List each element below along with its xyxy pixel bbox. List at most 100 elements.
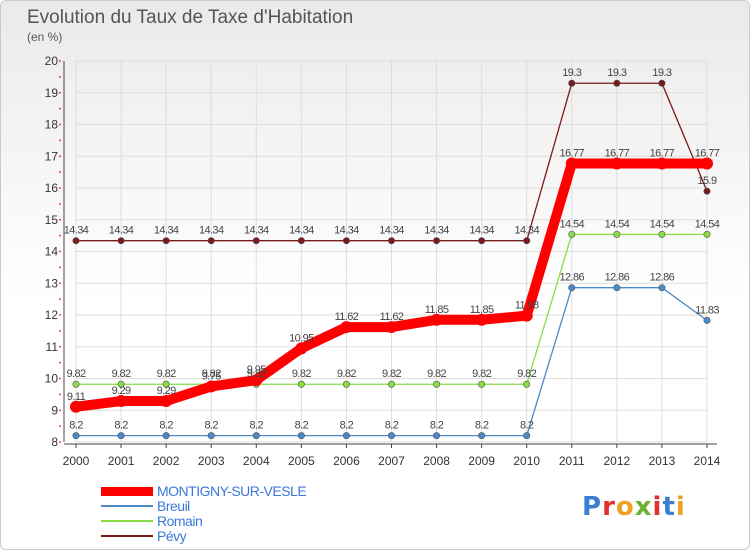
data-label: 11.85: [425, 304, 449, 316]
data-point: [701, 157, 713, 170]
y-minor-tick: [59, 393, 61, 396]
legend-label: MONTIGNY-SUR-VESLE: [157, 483, 307, 499]
data-point: [387, 380, 395, 388]
data-label: 9.82: [292, 368, 311, 380]
data-label: 16.77: [650, 148, 675, 160]
data-label: 14.34: [64, 225, 89, 237]
data-label: 8.2: [250, 420, 264, 432]
data-point: [250, 374, 263, 387]
data-label: 12.86: [605, 272, 630, 284]
data-label: 11.85: [470, 304, 494, 316]
data-label: 14.34: [379, 225, 404, 237]
data-label: 14.34: [469, 225, 494, 237]
data-label: 9.82: [66, 368, 85, 380]
data-point: [117, 237, 125, 245]
data-label: 14.34: [514, 225, 539, 237]
y-tick-label-6: 14: [45, 245, 59, 259]
data-point: [162, 237, 170, 245]
y-minor-tick: [59, 234, 61, 237]
data-point: [72, 380, 80, 388]
data-label: 14.34: [334, 225, 359, 237]
data-label: 12.86: [560, 272, 585, 284]
y-minor-tick: [59, 187, 61, 189]
data-point: [72, 432, 80, 440]
y-minor-tick: [59, 91, 61, 94]
data-label: 8.2: [295, 420, 309, 432]
x-tick-label-3: 2003: [198, 454, 225, 468]
data-point: [162, 380, 170, 388]
data-label: 9.82: [382, 368, 401, 380]
data-point: [610, 157, 623, 170]
data-point: [70, 400, 82, 413]
x-tick-label-2: 2002: [153, 454, 180, 468]
x-tick-label-0: 2000: [63, 454, 90, 468]
legend-label: Breuil: [157, 498, 190, 514]
data-label: 11.62: [380, 311, 404, 323]
data-label: 9.82: [472, 368, 491, 380]
data-point: [478, 380, 486, 388]
y-minor-tick: [59, 329, 61, 332]
y-minor-tick: [59, 155, 61, 158]
data-point: [658, 284, 666, 292]
y-tick-label-8: 16: [45, 181, 59, 195]
data-label: 14.34: [199, 225, 224, 237]
data-point: [703, 316, 711, 324]
data-point: [297, 237, 305, 245]
y-tick-label-7: 15: [45, 213, 59, 227]
data-label: 8.2: [159, 420, 173, 432]
y-minor-tick: [59, 218, 61, 221]
data-point: [655, 157, 668, 170]
x-tick-label-1: 2001: [108, 454, 135, 468]
y-minor-tick: [59, 202, 61, 205]
y-minor-tick: [59, 171, 61, 174]
legend-label: Romain: [157, 513, 203, 529]
y-tick-label-11: 19: [45, 86, 59, 100]
data-label: 9.95: [247, 364, 266, 376]
data-label: 15.9: [697, 175, 716, 187]
y-minor-tick: [59, 250, 61, 253]
data-point: [342, 380, 350, 388]
y-tick-label-2: 10: [45, 372, 59, 386]
data-label: 16.77: [560, 148, 585, 160]
data-point: [568, 230, 576, 238]
data-point: [520, 309, 533, 322]
data-point: [523, 237, 531, 245]
y-minor-tick: [59, 425, 61, 428]
data-label: 8.2: [340, 420, 354, 432]
data-label: 9.82: [517, 368, 536, 380]
data-label: 9.82: [427, 368, 446, 380]
data-point: [160, 395, 173, 408]
data-point: [613, 230, 621, 238]
y-minor-tick: [59, 282, 61, 285]
data-label: 9.82: [157, 368, 176, 380]
y-tick-label-3: 11: [46, 340, 59, 354]
data-point: [387, 432, 395, 440]
data-point: [207, 237, 215, 245]
data-label: 14.54: [695, 218, 720, 230]
y-minor-tick: [59, 123, 61, 126]
data-point: [523, 380, 531, 388]
y-tick-label-9: 17: [45, 149, 59, 163]
data-point: [433, 432, 441, 440]
legend-label: Pévy: [157, 528, 187, 544]
data-point: [205, 380, 218, 393]
data-label: 14.34: [109, 225, 134, 237]
data-label: 14.34: [424, 225, 449, 237]
y-tick-label-1: 9: [51, 403, 58, 417]
data-label: 9.82: [202, 368, 221, 380]
data-point: [430, 313, 443, 326]
data-label: 19.3: [607, 67, 626, 79]
y-tick-label-12: 20: [45, 54, 59, 68]
data-point: [613, 284, 621, 292]
data-point: [568, 284, 576, 292]
data-label: 8.2: [69, 420, 83, 432]
chart-subtitle: (en %): [27, 30, 63, 44]
y-minor-tick: [59, 361, 61, 364]
y-minor-tick: [59, 266, 61, 269]
y-minor-tick: [59, 441, 61, 443]
chart-title: Evolution du Taux de Taxe d'Habitation: [27, 7, 354, 28]
legend-swatch: [101, 520, 153, 522]
x-tick-label-13: 2013: [649, 454, 676, 468]
x-tick-label-6: 2006: [333, 454, 360, 468]
